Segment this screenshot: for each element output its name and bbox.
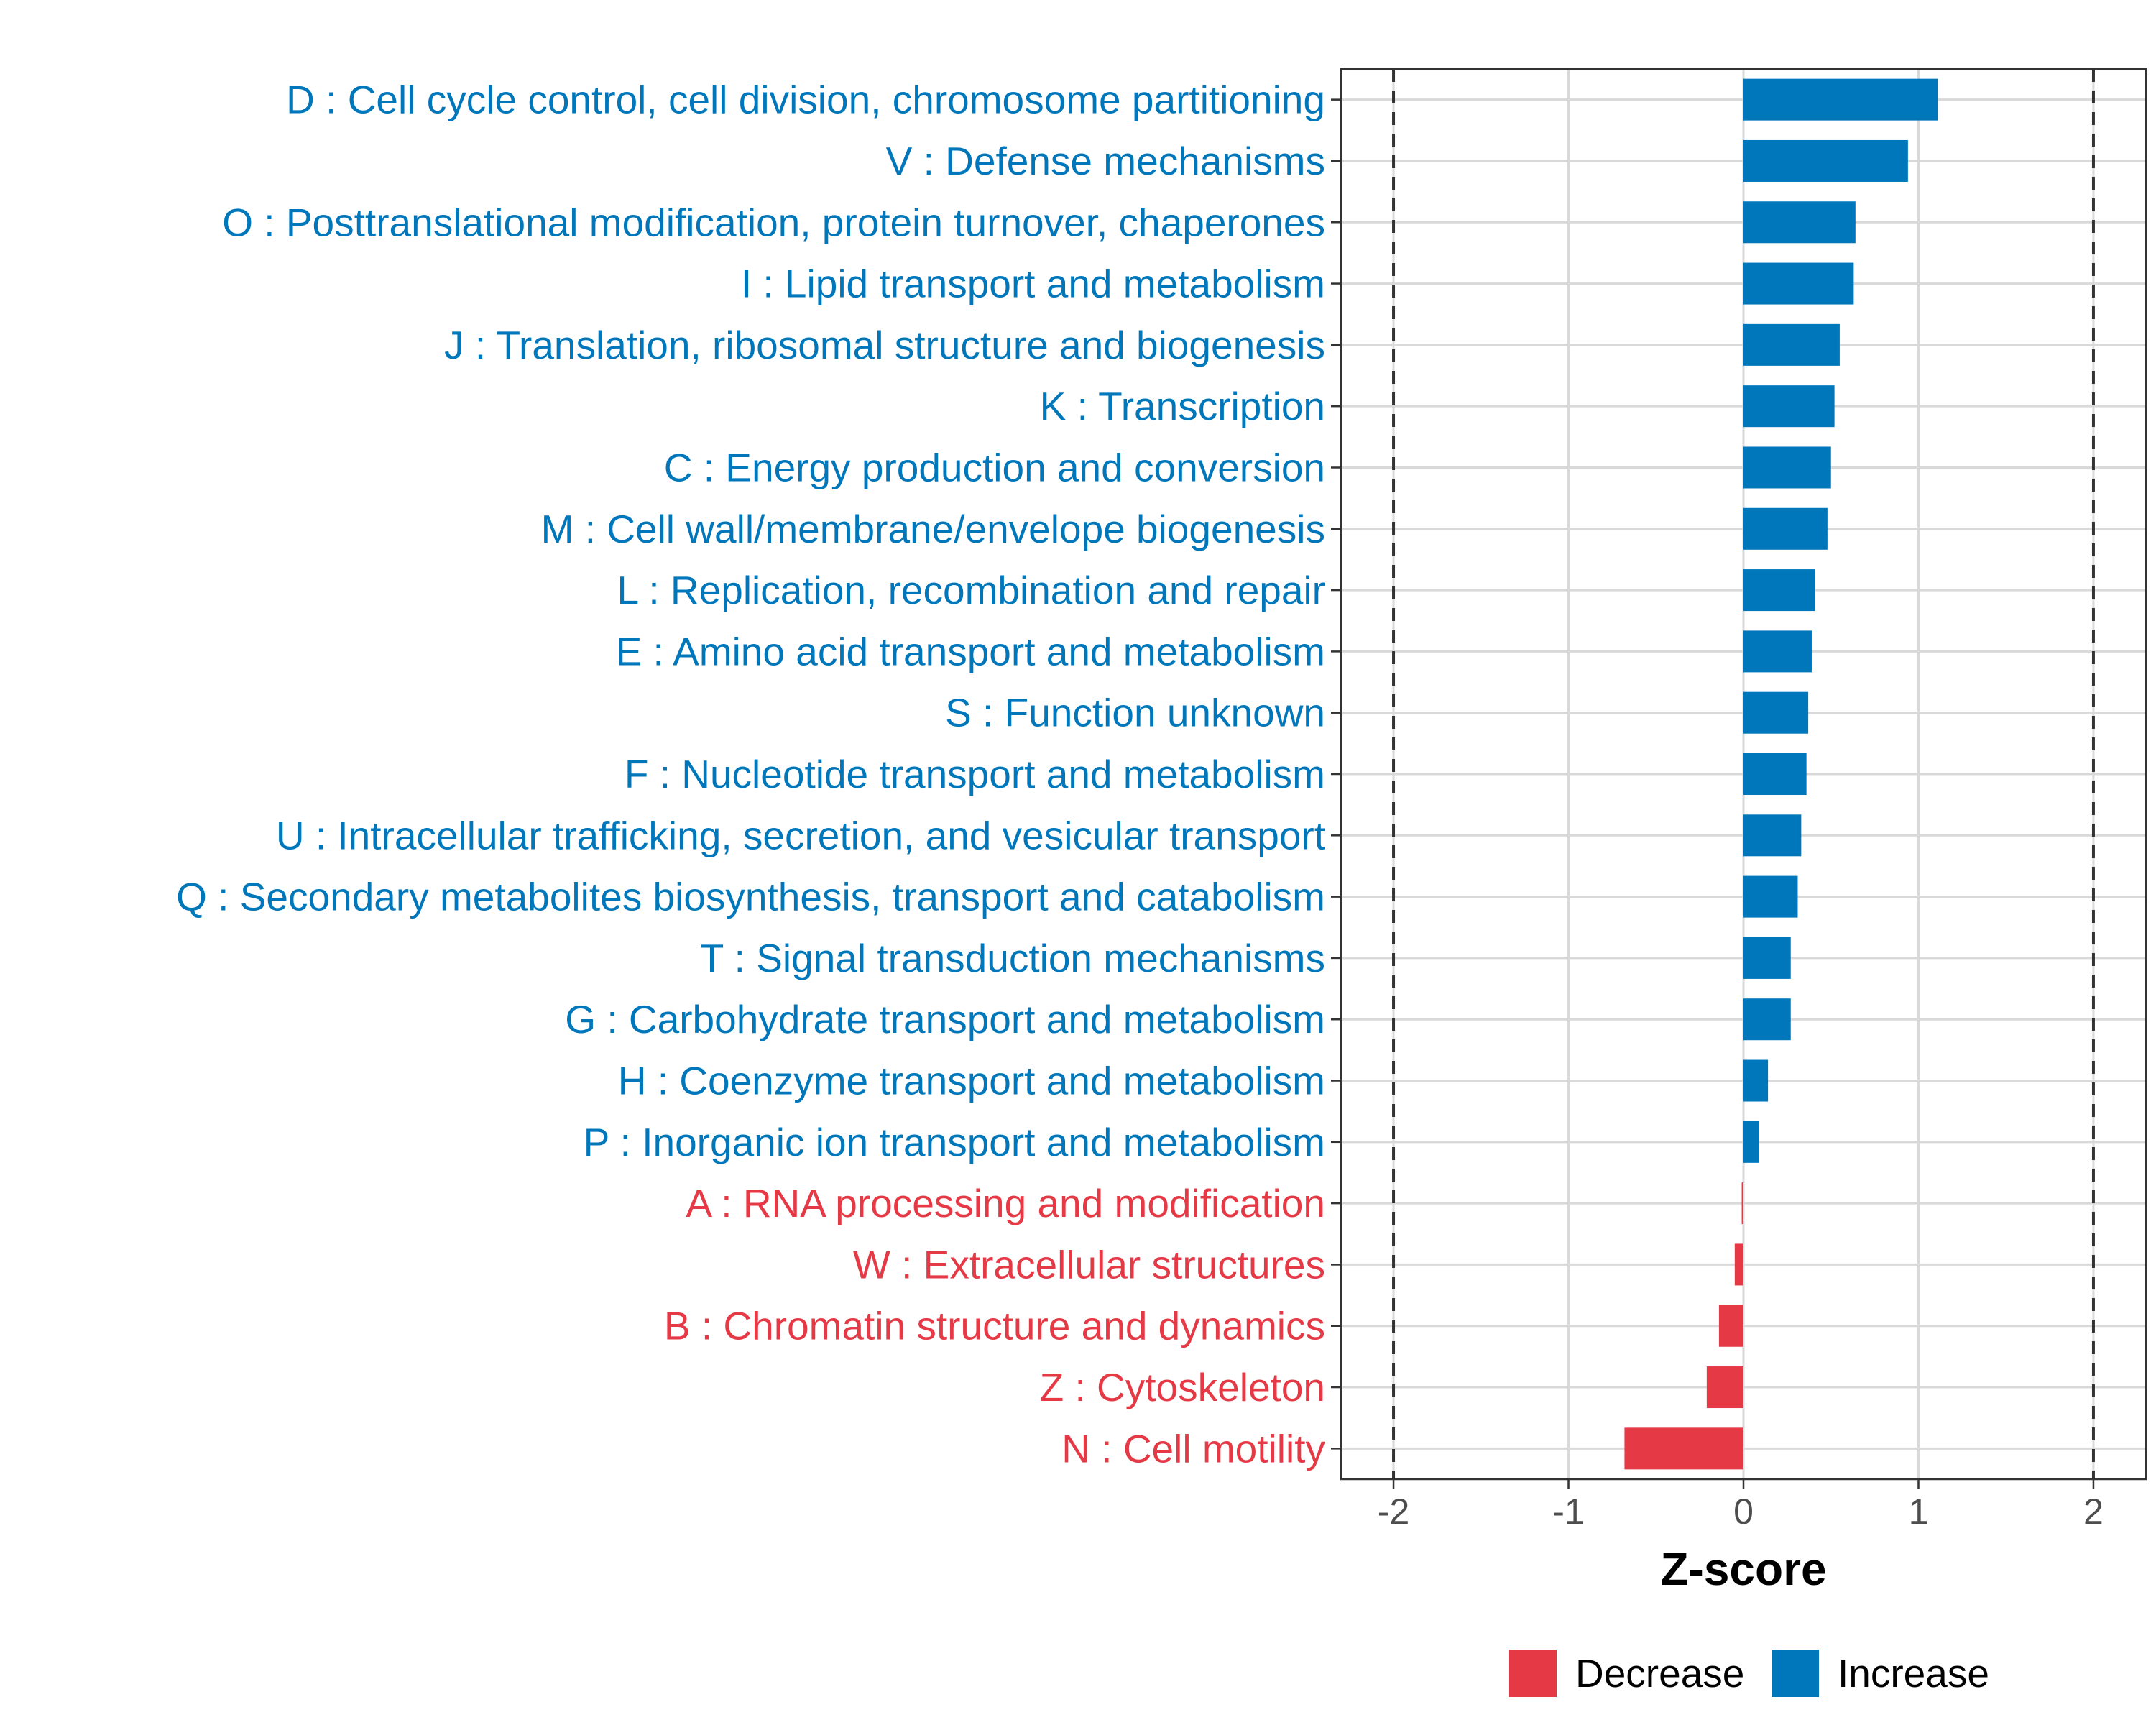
- x-axis-ticks: -2 -1 0 1 2: [1378, 1479, 2104, 1532]
- reference-lines: [1392, 69, 2095, 1479]
- bar-i: [1743, 262, 1854, 305]
- bar-l: [1743, 569, 1815, 612]
- category-label: J : Translation, ribosomal structure and…: [444, 323, 1325, 367]
- category-label: M : Cell wall/membrane/envelope biogenes…: [541, 507, 1325, 551]
- bar-h: [1743, 1059, 1769, 1102]
- bar-o: [1743, 201, 1856, 244]
- bar-v: [1743, 139, 1908, 182]
- bar-q: [1743, 875, 1798, 918]
- category-label: A : RNA processing and modification: [686, 1181, 1325, 1225]
- x-tick-label: 1: [1909, 1491, 1929, 1532]
- bar-j: [1743, 323, 1840, 366]
- x-tick-label: 0: [1733, 1491, 1754, 1532]
- category-label: D : Cell cycle control, cell division, c…: [286, 78, 1325, 122]
- category-label: H : Coenzyme transport and metabolism: [618, 1059, 1325, 1103]
- category-label: F : Nucleotide transport and metabolism: [625, 752, 1325, 796]
- category-label: Z : Cytoskeleton: [1040, 1365, 1325, 1409]
- x-tick-label: 2: [2083, 1491, 2104, 1532]
- bar-n: [1624, 1427, 1743, 1470]
- bar-c: [1743, 446, 1831, 489]
- y-axis-ticks: [1331, 98, 1341, 1450]
- legend-label-decrease: Decrease: [1575, 1651, 1744, 1696]
- category-label: W : Extracellular structures: [853, 1242, 1325, 1287]
- bar-a: [1741, 1182, 1743, 1225]
- x-axis-title: Z-score: [1660, 1543, 1826, 1595]
- category-label: S : Function unknown: [945, 691, 1325, 735]
- bar-z: [1706, 1366, 1743, 1409]
- category-label: V : Defense mechanisms: [886, 139, 1325, 183]
- bar-g: [1743, 998, 1791, 1041]
- category-label: E : Amino acid transport and metabolism: [616, 629, 1325, 673]
- x-tick-label: -2: [1378, 1491, 1409, 1532]
- category-label: C : Energy production and conversion: [664, 445, 1325, 489]
- category-label: T : Signal transduction mechanisms: [700, 936, 1325, 980]
- bar-b: [1718, 1305, 1743, 1347]
- category-label: Q : Secondary metabolites biosynthesis, …: [176, 875, 1325, 919]
- bar-u: [1743, 814, 1802, 857]
- category-label: G : Carbohydrate transport and metabolis…: [565, 997, 1325, 1041]
- category-label: B : Chromatin structure and dynamics: [664, 1304, 1325, 1348]
- bars: [1624, 78, 1938, 1470]
- category-label: K : Transcription: [1040, 384, 1325, 428]
- category-label: L : Replication, recombination and repai…: [617, 568, 1325, 612]
- bar-e: [1743, 630, 1812, 673]
- category-label: I : Lipid transport and metabolism: [741, 262, 1325, 306]
- bar-s: [1743, 691, 1809, 734]
- category-labels: D : Cell cycle control, cell division, c…: [176, 78, 1325, 1471]
- legend-swatch-decrease: [1509, 1650, 1557, 1697]
- legend: Decrease Increase: [1509, 1650, 1989, 1697]
- category-label: U : Intracellular trafficking, secretion…: [276, 813, 1325, 857]
- bar-p: [1743, 1121, 1759, 1163]
- x-tick-label: -1: [1552, 1491, 1584, 1532]
- bar-m: [1743, 507, 1828, 550]
- bar-t: [1743, 937, 1791, 979]
- legend-swatch-increase: [1772, 1650, 1819, 1697]
- category-label: O : Posttranslational modification, prot…: [222, 200, 1325, 244]
- legend-label-increase: Increase: [1838, 1651, 1989, 1696]
- bar-w: [1734, 1243, 1743, 1286]
- category-label: P : Inorganic ion transport and metaboli…: [584, 1120, 1325, 1164]
- bar-k: [1743, 385, 1835, 428]
- bar-f: [1743, 753, 1807, 796]
- category-label: N : Cell motility: [1061, 1426, 1325, 1471]
- bar-d: [1743, 78, 1938, 121]
